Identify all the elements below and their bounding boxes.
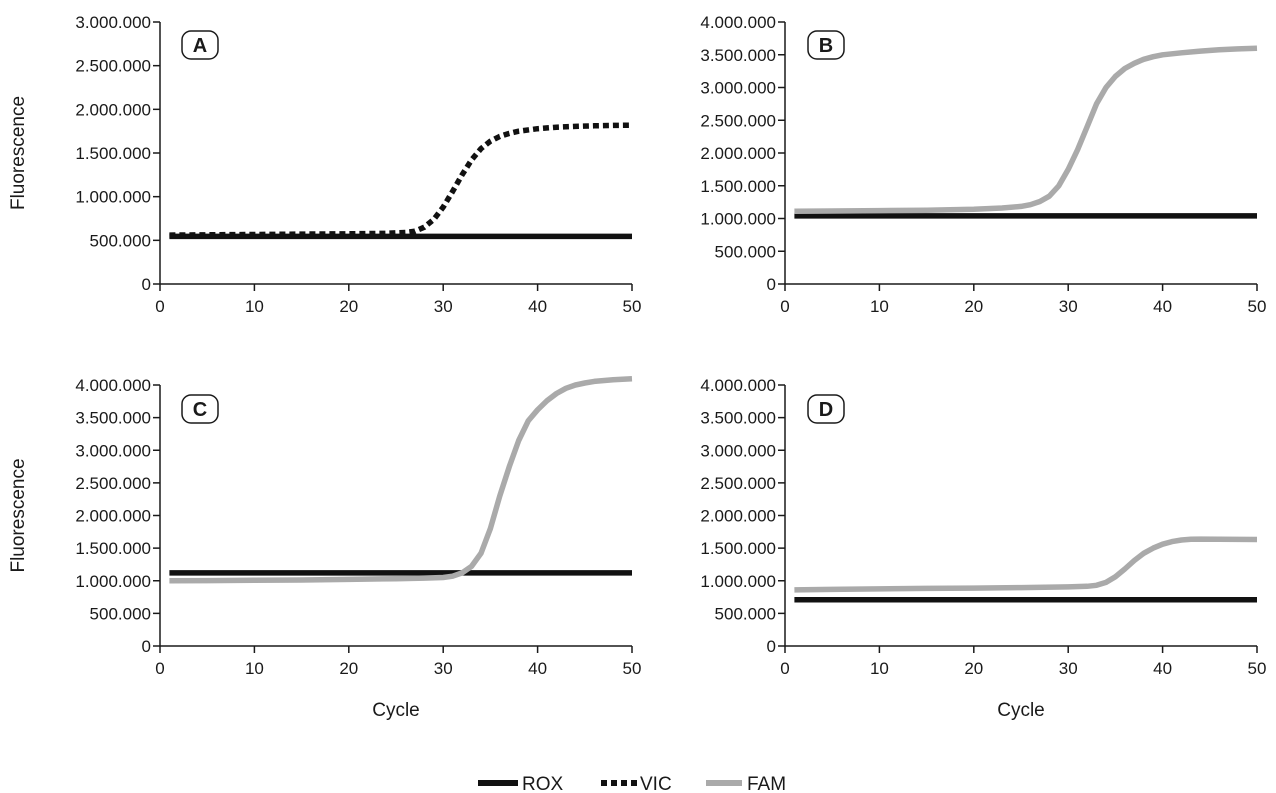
- panel-d-x-tick-label: 0: [780, 659, 789, 678]
- panel-d-x-tick-label: 10: [870, 659, 889, 678]
- panel-b-y-tick-label: 1.000.000: [700, 210, 776, 229]
- panel-b-label: B: [819, 35, 833, 57]
- panel-c-y-tick-label: 1.500.000: [75, 539, 151, 558]
- panel-a-x-tick-label: 20: [339, 297, 358, 316]
- panel-d-series-fam: [794, 536, 1258, 593]
- panel-c-x-axis-title: Cycle: [372, 700, 420, 721]
- panel-b-y-tick-label: 2.000.000: [700, 144, 776, 163]
- panel-b-x-tick-label: 10: [870, 297, 889, 316]
- panel-c-y-tick-label: 3.000.000: [75, 441, 151, 460]
- panel-d-x-tick-label: 30: [1059, 659, 1078, 678]
- panel-a-x-tick-label: 40: [528, 297, 547, 316]
- panel-d-x-tick-label: 50: [1248, 659, 1267, 678]
- panel-c-y-tick-label: 4.000.000: [75, 376, 151, 395]
- legend-vic-label: VIC: [640, 774, 672, 793]
- panel-a-y-tick-label: 0: [142, 275, 151, 294]
- panel-b-y-tick-label: 4.000.000: [700, 13, 776, 32]
- panel-a-series-vic: [169, 122, 633, 238]
- panel-d-y-tick-label: 4.000.000: [700, 376, 776, 395]
- panel-d-y-tick-label: 3.000.000: [700, 441, 776, 460]
- panel-c-x-tick-label: 50: [623, 659, 642, 678]
- panel-b-y-tick-label: 1.500.000: [700, 177, 776, 196]
- panel-d-y-tick-label: 2.500.000: [700, 474, 776, 493]
- panel-c-y-tick-label: 500.000: [90, 604, 151, 623]
- panel-d-y-tick-label: 3.500.000: [700, 409, 776, 428]
- panel-c-y-tick-label: 0: [142, 637, 151, 656]
- panel-b-y-tick-label: 500.000: [715, 242, 776, 261]
- panel-a-y-axis-title: Fluorescence: [8, 96, 29, 210]
- panel-b-x-tick-label: 50: [1248, 297, 1267, 316]
- panel-b-x-tick-label: 0: [780, 297, 789, 316]
- panel-b-y-tick-label: 2.500.000: [700, 111, 776, 130]
- panel-b-y-tick-label: 0: [767, 275, 776, 294]
- panel-a-label: A: [193, 35, 207, 57]
- panel-a-badge: [181, 30, 219, 60]
- panel-c-x-tick-label: 40: [528, 659, 547, 678]
- panel-c: 0 500.000 1.000.000 1.500.000 2.000.000 2.500…: [8, 376, 641, 721]
- panel-a-y-tick-label: 1.500.000: [75, 144, 151, 163]
- panel-d-y-tick-label: 1.000.000: [700, 572, 776, 591]
- legend-fam-label: FAM: [747, 774, 786, 793]
- panel-b-x-tick-label: 40: [1153, 297, 1172, 316]
- panel-a-y-tick-label: 3.000.000: [75, 13, 151, 32]
- panel-c-y-tick-label: 2.000.000: [75, 507, 151, 526]
- panel-c-x-tick-label: 0: [155, 659, 164, 678]
- panel-c-x-tick-label: 30: [434, 659, 453, 678]
- panel-b-y-tick-label: 3.500.000: [700, 46, 776, 65]
- panel-b: 0 500.000 1.000.000 1.500.000 2.000.000 2.500…: [700, 13, 1266, 316]
- panel-c-y-tick-label: 3.500.000: [75, 409, 151, 428]
- panel-c-x-tick-label: 20: [339, 659, 358, 678]
- panel-a-y-tick-label: 1.000.000: [75, 188, 151, 207]
- panel-b-series-fam: [794, 45, 1258, 215]
- panel-d-y-tick-label: 500.000: [715, 604, 776, 623]
- panel-a: 0 500.000 1.000.000 1.500.000 2.000.000 2.500…: [8, 13, 641, 316]
- panel-b-x-tick-label: 20: [964, 297, 983, 316]
- panel-d: 0 500.000 1.000.000 1.500.000 2.000.000 2.500…: [700, 376, 1266, 721]
- panel-a-y-tick-label: 500.000: [90, 231, 151, 250]
- panel-b-y-tick-label: 3.000.000: [700, 79, 776, 98]
- panel-c-y-tick-label: 2.500.000: [75, 474, 151, 493]
- panel-d-badge: [807, 394, 845, 424]
- panel-c-label: C: [193, 399, 207, 421]
- panel-d-label: D: [819, 399, 833, 421]
- panel-a-x-tick-label: 30: [434, 297, 453, 316]
- panel-c-series-fam: [169, 376, 633, 584]
- panel-a-x-tick-label: 10: [245, 297, 264, 316]
- panel-d-x-tick-label: 40: [1153, 659, 1172, 678]
- panel-a-x-tick-label: 50: [623, 297, 642, 316]
- legend: ROX VIC FAM: [478, 774, 786, 793]
- panel-d-x-tick-label: 20: [964, 659, 983, 678]
- panel-c-x-tick-label: 10: [245, 659, 264, 678]
- legend-rox-label: ROX: [522, 774, 564, 793]
- panel-d-y-tick-label: 2.000.000: [700, 507, 776, 526]
- panel-a-y-tick-label: 2.500.000: [75, 57, 151, 76]
- panel-d-y-tick-label: 0: [767, 637, 776, 656]
- panel-b-badge: [807, 30, 845, 60]
- panel-d-y-tick-label: 1.500.000: [700, 539, 776, 558]
- panel-a-x-tick-label: 0: [155, 297, 164, 316]
- panel-b-x-tick-label: 30: [1059, 297, 1078, 316]
- panel-c-y-axis-title: Fluorescence: [8, 458, 29, 572]
- panel-c-badge: [181, 394, 219, 424]
- panel-a-y-tick-label: 2.000.000: [75, 100, 151, 119]
- panel-d-x-axis-title: Cycle: [997, 700, 1045, 721]
- panel-c-y-tick-label: 1.000.000: [75, 572, 151, 591]
